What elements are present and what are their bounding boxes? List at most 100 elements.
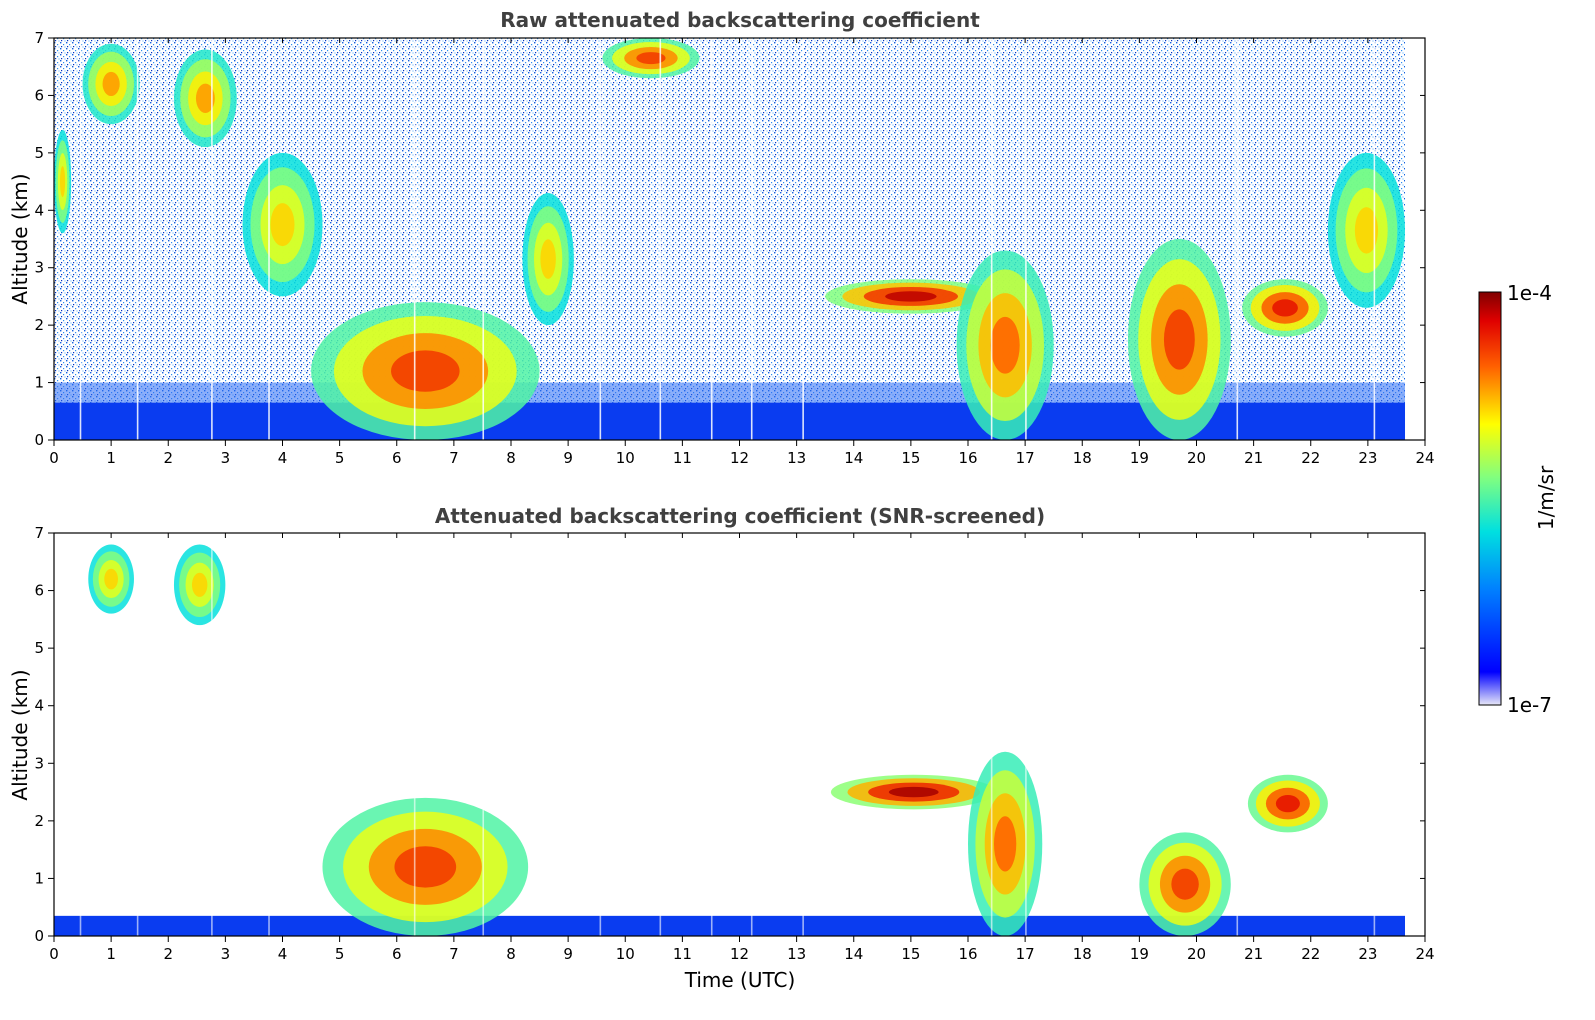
data-gap <box>990 533 993 936</box>
cloud-intensity-layer <box>102 71 120 97</box>
x-tick-label: 23 <box>1358 449 1377 467</box>
cloud-intensity-layer <box>1354 207 1379 254</box>
x-tick-label: 3 <box>221 449 231 467</box>
x-tick-label: 6 <box>392 449 402 467</box>
screened-heatmap <box>54 533 1406 936</box>
x-tick-label: 17 <box>1016 449 1035 467</box>
cloud-intensity-layer <box>990 316 1020 374</box>
data-gap <box>413 533 416 936</box>
y-tick-label: 1 <box>34 374 44 392</box>
x-tick-label: 24 <box>1415 945 1434 963</box>
cloud-feature <box>88 544 134 614</box>
data-gap <box>268 533 270 936</box>
cloud-feature <box>1139 832 1231 936</box>
colorbar-max-label: 1e-4 <box>1507 281 1552 305</box>
x-tick-label: 23 <box>1358 945 1377 963</box>
x-tick-label: 13 <box>787 449 806 467</box>
x-tick-label: 16 <box>958 945 977 963</box>
data-gap <box>750 533 753 936</box>
x-tick-label: 9 <box>563 449 573 467</box>
cloud-intensity-layer <box>1272 299 1298 317</box>
cloud-intensity-layer <box>636 52 666 65</box>
y-tick-label: 7 <box>34 524 44 542</box>
x-tick-label: 0 <box>49 945 59 963</box>
x-tick-label: 5 <box>335 945 345 963</box>
y-tick-label: 6 <box>34 86 44 104</box>
x-tick-label: 10 <box>616 945 635 963</box>
cloud-feature <box>522 193 574 326</box>
x-tick-label: 19 <box>1130 449 1149 467</box>
cloud-intensity-layer <box>195 83 215 113</box>
x-tick-label: 1 <box>106 945 116 963</box>
cloud-feature <box>602 38 700 79</box>
data-gap <box>211 38 213 440</box>
data-gap <box>268 38 270 440</box>
cloud-feature <box>54 129 72 234</box>
cloud-feature <box>82 43 140 125</box>
x-tick-label: 12 <box>730 449 749 467</box>
colorbar-unit-label: 1/m/sr <box>1534 465 1558 530</box>
data-gap <box>802 38 804 440</box>
screened-y-axis-label: Altitude (km) <box>8 669 32 800</box>
x-tick-label: 8 <box>506 449 516 467</box>
cloud-intensity-layer <box>540 239 556 279</box>
x-tick-label: 9 <box>563 945 573 963</box>
colorbar-min-label: 1e-7 <box>1507 693 1552 717</box>
cloud-feature <box>173 544 226 626</box>
data-gap <box>659 38 662 440</box>
x-tick-label: 11 <box>673 945 692 963</box>
cloud-feature <box>1242 279 1328 337</box>
y-tick-label: 2 <box>34 812 44 830</box>
x-tick-label: 6 <box>392 945 402 963</box>
data-gap <box>1236 38 1239 440</box>
cloud-feature <box>830 774 997 810</box>
x-tick-label: 21 <box>1244 449 1263 467</box>
data-gap <box>1373 38 1376 440</box>
x-tick-label: 17 <box>1016 945 1035 963</box>
data-gap <box>750 38 753 440</box>
cloud-feature <box>825 279 997 314</box>
data-gap <box>990 38 993 440</box>
cloud-feature <box>173 49 237 148</box>
x-tick-label: 5 <box>335 449 345 467</box>
x-tick-label: 14 <box>844 945 863 963</box>
x-tick-label: 18 <box>1073 449 1092 467</box>
y-tick-label: 4 <box>34 201 44 219</box>
data-gap <box>136 38 139 440</box>
x-tick-label: 21 <box>1244 945 1263 963</box>
x-tick-label: 19 <box>1130 945 1149 963</box>
data-gap <box>802 533 804 936</box>
data-gap <box>1025 38 1027 440</box>
data-gap <box>710 533 713 936</box>
x-tick-label: 20 <box>1187 449 1206 467</box>
x-tick-label: 3 <box>221 945 231 963</box>
data-gap <box>1025 533 1027 936</box>
x-tick-label: 16 <box>958 449 977 467</box>
x-tick-label: 11 <box>673 449 692 467</box>
x-tick-label: 7 <box>449 945 459 963</box>
cloud-intensity-layer <box>1163 309 1195 370</box>
x-tick-label: 8 <box>506 945 516 963</box>
cloud-feature <box>968 751 1043 936</box>
y-tick-label: 2 <box>34 316 44 334</box>
snr-screened-panel: Attenuated backscattering coefficient (S… <box>8 504 1435 992</box>
y-tick-label: 3 <box>34 754 44 772</box>
x-tick-label: 18 <box>1073 945 1092 963</box>
y-tick-label: 7 <box>34 29 44 47</box>
x-tick-label: 13 <box>787 945 806 963</box>
cloud-feature <box>242 152 323 297</box>
data-gap <box>79 533 82 936</box>
time-axis-label: Time (UTC) <box>684 968 796 992</box>
data-gap <box>482 533 485 936</box>
cloud-intensity-layer <box>1275 794 1300 813</box>
raw-x-axis: 0 1 2 3 4 5 6 7 8 9 10 11 12 13 14 15 16 17 18 19 20 21 22 23 24 <box>49 38 1435 467</box>
screened-x-axis: 0 1 2 3 4 5 6 7 8 9 10 11 12 13 14 15 16 17 18 19 20 21 22 23 24 <box>49 533 1435 963</box>
x-tick-label: 22 <box>1301 945 1320 963</box>
y-tick-label: 0 <box>34 927 44 945</box>
data-gap <box>79 38 82 440</box>
cloud-intensity-layer <box>993 816 1017 872</box>
x-tick-label: 20 <box>1187 945 1206 963</box>
data-gap <box>599 533 602 936</box>
data-gap <box>413 38 416 440</box>
cloud-intensity-layer <box>885 291 937 302</box>
